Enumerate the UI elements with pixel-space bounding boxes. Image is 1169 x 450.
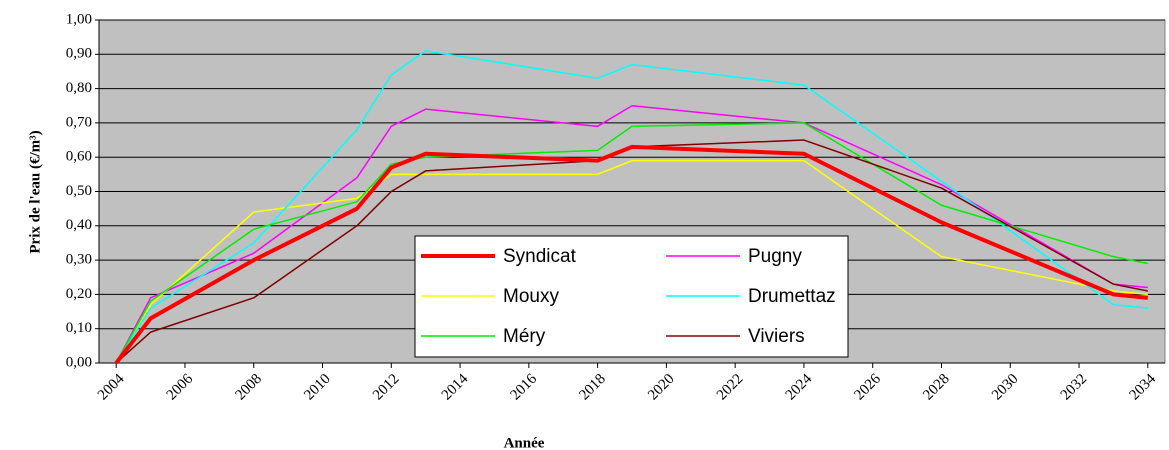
y-tick-label: 0,00 bbox=[66, 354, 92, 370]
legend-label: Méry bbox=[503, 326, 546, 347]
series-line bbox=[115, 159, 1148, 364]
y-tick-label: 0,60 bbox=[66, 149, 92, 165]
x-tick-label: 2034 bbox=[1127, 371, 1160, 404]
x-tick-label: 2016 bbox=[508, 371, 541, 404]
x-tick-label: 2020 bbox=[645, 371, 678, 404]
x-axis-label: Année bbox=[504, 435, 545, 450]
x-tick-label: 2008 bbox=[232, 371, 265, 404]
x-tick-label: 2028 bbox=[920, 371, 953, 404]
x-tick-label: 2010 bbox=[301, 371, 334, 404]
series-line bbox=[114, 144, 1149, 365]
x-tick-label: 2022 bbox=[714, 371, 747, 404]
x-tick-label: 2018 bbox=[576, 371, 609, 404]
x-tick-label: 2014 bbox=[439, 371, 472, 404]
legend-label: Mouxy bbox=[503, 286, 559, 307]
x-tick-label: 2030 bbox=[989, 371, 1022, 404]
y-tick-label: 1,00 bbox=[66, 11, 92, 27]
y-tick-label: 0,20 bbox=[66, 286, 92, 302]
y-tick-label: 0,90 bbox=[66, 46, 92, 62]
x-tick-label: 2004 bbox=[95, 371, 128, 404]
legend-label: Pugny bbox=[748, 246, 802, 267]
series-line bbox=[115, 122, 1148, 364]
legend-label: Drumettaz bbox=[748, 286, 836, 307]
x-tick-label: 2012 bbox=[370, 371, 403, 404]
y-tick-label: 0,80 bbox=[66, 80, 92, 96]
legend-label: Syndicat bbox=[503, 246, 577, 267]
x-tick-label: 2024 bbox=[783, 371, 816, 404]
legend-label: Viviers bbox=[748, 326, 805, 347]
x-tick-label: 2006 bbox=[164, 371, 197, 404]
y-tick-label: 0,50 bbox=[66, 183, 92, 199]
y-tick-label: 0,10 bbox=[66, 320, 92, 336]
y-tick-label: 0,70 bbox=[66, 114, 92, 130]
y-axis-label: Prix de l'eau (€/m³) bbox=[27, 130, 43, 253]
y-tick-label: 0,30 bbox=[66, 252, 92, 268]
x-tick-label: 2026 bbox=[851, 371, 884, 404]
y-tick-label: 0,40 bbox=[66, 217, 92, 233]
x-tick-label: 2032 bbox=[1058, 371, 1091, 404]
series-line bbox=[115, 50, 1148, 364]
series-line bbox=[115, 139, 1148, 364]
